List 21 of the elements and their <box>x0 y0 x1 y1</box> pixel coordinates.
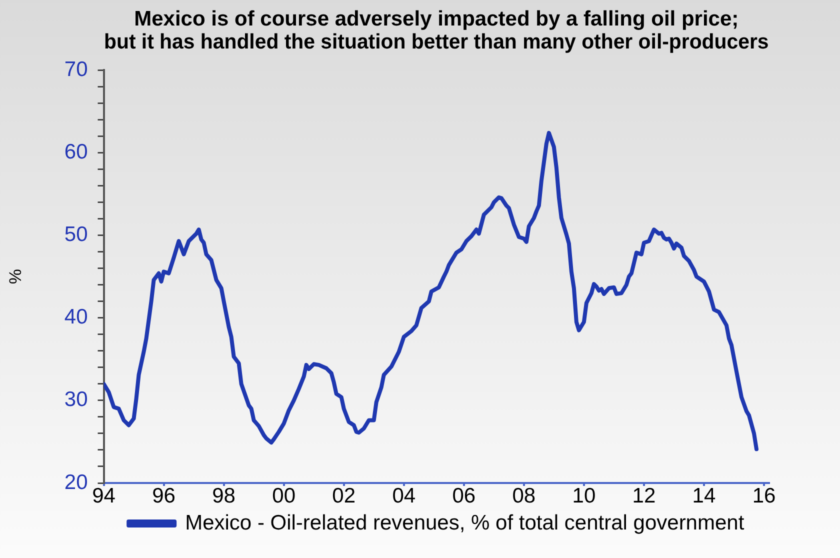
y-tick-label: 70 <box>64 58 88 81</box>
x-tick-label: 00 <box>272 484 296 508</box>
x-tick-label: 10 <box>572 484 596 508</box>
y-axis-title: % <box>6 269 25 284</box>
y-tick-label: 40 <box>64 306 88 329</box>
x-tick-label: 04 <box>392 484 416 508</box>
x-tick-label: 94 <box>92 484 116 508</box>
x-tick-label: 98 <box>212 484 236 508</box>
x-tick-label: 08 <box>512 484 536 508</box>
y-tick-label: 30 <box>64 388 88 412</box>
legend-label: Mexico - Oil-related revenues, % of total central government <box>185 511 744 534</box>
chart-title: Mexico is of course adversely impacted by a falling oil price; but it has handled the situation better than many other oil-producers <box>104 7 769 54</box>
x-tick-label: 06 <box>452 484 476 508</box>
y-tick-label: 20 <box>64 470 88 494</box>
x-tick-label: 12 <box>632 484 656 508</box>
x-tick-label: 14 <box>692 484 716 508</box>
x-tick-label: 96 <box>152 484 176 508</box>
y-tick-label: 60 <box>64 140 88 164</box>
x-tick-label: 16 <box>752 484 776 508</box>
x-tick-label: 02 <box>332 484 356 508</box>
y-tick-label: 50 <box>64 223 88 246</box>
